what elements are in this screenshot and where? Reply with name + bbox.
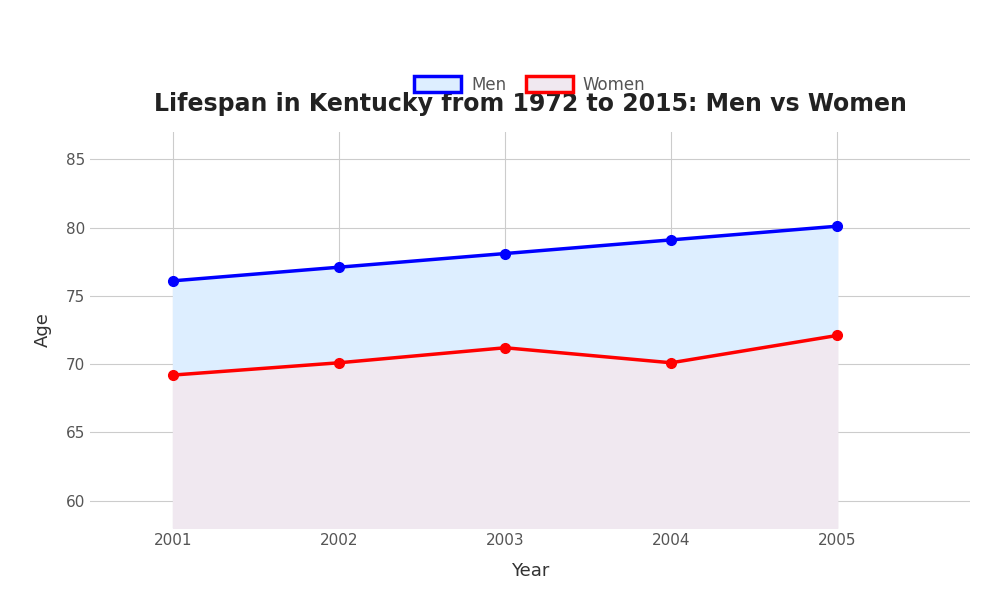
Y-axis label: Age: Age [34, 313, 52, 347]
Title: Lifespan in Kentucky from 1972 to 2015: Men vs Women: Lifespan in Kentucky from 1972 to 2015: … [154, 92, 906, 116]
X-axis label: Year: Year [511, 562, 549, 580]
Legend: Men, Women: Men, Women [408, 69, 652, 100]
